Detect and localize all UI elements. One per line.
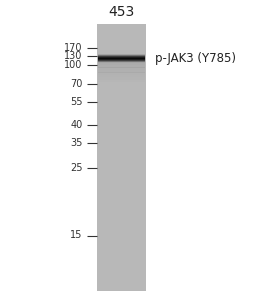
Bar bbox=[98, 61, 145, 62]
Bar bbox=[98, 59, 145, 60]
Text: 170: 170 bbox=[64, 43, 83, 53]
Bar bbox=[98, 54, 145, 55]
Bar bbox=[98, 55, 145, 56]
Bar bbox=[98, 68, 145, 70]
Bar bbox=[98, 54, 145, 55]
Bar bbox=[98, 59, 145, 60]
Bar bbox=[98, 62, 145, 63]
Bar bbox=[98, 77, 145, 80]
Bar bbox=[98, 61, 145, 62]
Bar bbox=[98, 58, 145, 59]
Bar bbox=[98, 58, 145, 59]
Text: 40: 40 bbox=[71, 119, 83, 130]
Bar bbox=[98, 75, 145, 77]
Bar bbox=[98, 57, 145, 58]
Text: 55: 55 bbox=[70, 97, 83, 107]
Bar bbox=[98, 55, 145, 56]
Text: p-JAK3 (Y785): p-JAK3 (Y785) bbox=[155, 52, 235, 65]
Bar bbox=[98, 61, 145, 62]
Text: 35: 35 bbox=[70, 138, 83, 148]
Bar bbox=[98, 56, 145, 57]
Text: 15: 15 bbox=[70, 230, 83, 241]
Text: 130: 130 bbox=[64, 50, 83, 61]
Bar bbox=[98, 80, 145, 82]
Bar bbox=[98, 62, 145, 63]
Bar bbox=[98, 58, 145, 59]
Bar bbox=[98, 60, 145, 61]
Bar bbox=[98, 61, 145, 62]
Bar bbox=[98, 60, 145, 61]
Bar bbox=[98, 63, 145, 65]
Text: 70: 70 bbox=[70, 79, 83, 89]
Bar bbox=[98, 56, 145, 57]
Bar bbox=[97, 24, 146, 291]
Bar bbox=[98, 57, 145, 58]
Text: 100: 100 bbox=[64, 60, 83, 70]
Text: 453: 453 bbox=[108, 5, 135, 20]
Bar bbox=[98, 72, 145, 75]
Text: 25: 25 bbox=[70, 163, 83, 173]
Bar bbox=[98, 70, 145, 73]
Bar bbox=[98, 65, 145, 68]
Bar bbox=[98, 62, 145, 63]
Bar bbox=[98, 60, 145, 61]
Bar bbox=[98, 59, 145, 60]
